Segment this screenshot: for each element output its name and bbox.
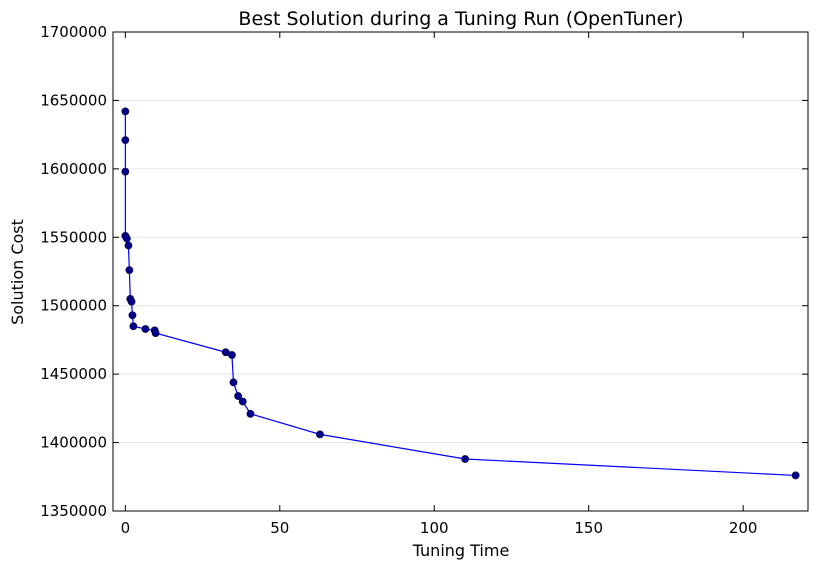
- series-layer: [121, 107, 800, 480]
- x-tick-label: 0: [121, 519, 131, 537]
- x-tick-label: 50: [270, 519, 289, 537]
- y-tick-label: 1700000: [40, 23, 107, 41]
- data-point: [234, 392, 242, 400]
- data-point: [121, 107, 130, 116]
- axis-ticks: 0 50 100 150 200 1350000 1400000 1450000 1500000…: [40, 23, 808, 537]
- data-point: [125, 266, 134, 275]
- data-point: [791, 471, 800, 480]
- plot-frame: [112, 31, 809, 512]
- data-point: [246, 409, 255, 418]
- data-point: [121, 136, 130, 145]
- y-tick-label: 1650000: [40, 91, 107, 109]
- x-tick-label: 100: [420, 519, 449, 537]
- data-point: [123, 234, 131, 243]
- x-tick-label: 200: [729, 519, 758, 537]
- data-point: [127, 297, 136, 306]
- y-tick-label: 1500000: [40, 297, 107, 315]
- y-tick-label: 1400000: [40, 434, 107, 452]
- data-point: [124, 241, 133, 250]
- data-point: [316, 430, 324, 439]
- data-point: [151, 329, 160, 337]
- data-point: [229, 378, 238, 387]
- y-tick-label: 1600000: [40, 160, 107, 178]
- y-tick-label: 1450000: [40, 365, 107, 383]
- data-point: [128, 311, 137, 320]
- x-axis-title: Tuning Time: [412, 541, 510, 560]
- data-point: [121, 167, 130, 176]
- x-tick-label: 150: [574, 519, 603, 537]
- data-point: [129, 322, 138, 331]
- data-point: [238, 397, 247, 406]
- data-point: [228, 351, 236, 359]
- chart-title: Best Solution during a Tuning Run (OpenT…: [238, 8, 683, 30]
- y-tick-label: 1550000: [40, 228, 107, 246]
- data-point: [461, 455, 470, 463]
- y-axis-title: Solution Cost: [8, 219, 27, 325]
- grid-lines: [113, 99, 808, 444]
- y-tick-label: 1350000: [40, 502, 107, 520]
- data-point: [141, 325, 150, 333]
